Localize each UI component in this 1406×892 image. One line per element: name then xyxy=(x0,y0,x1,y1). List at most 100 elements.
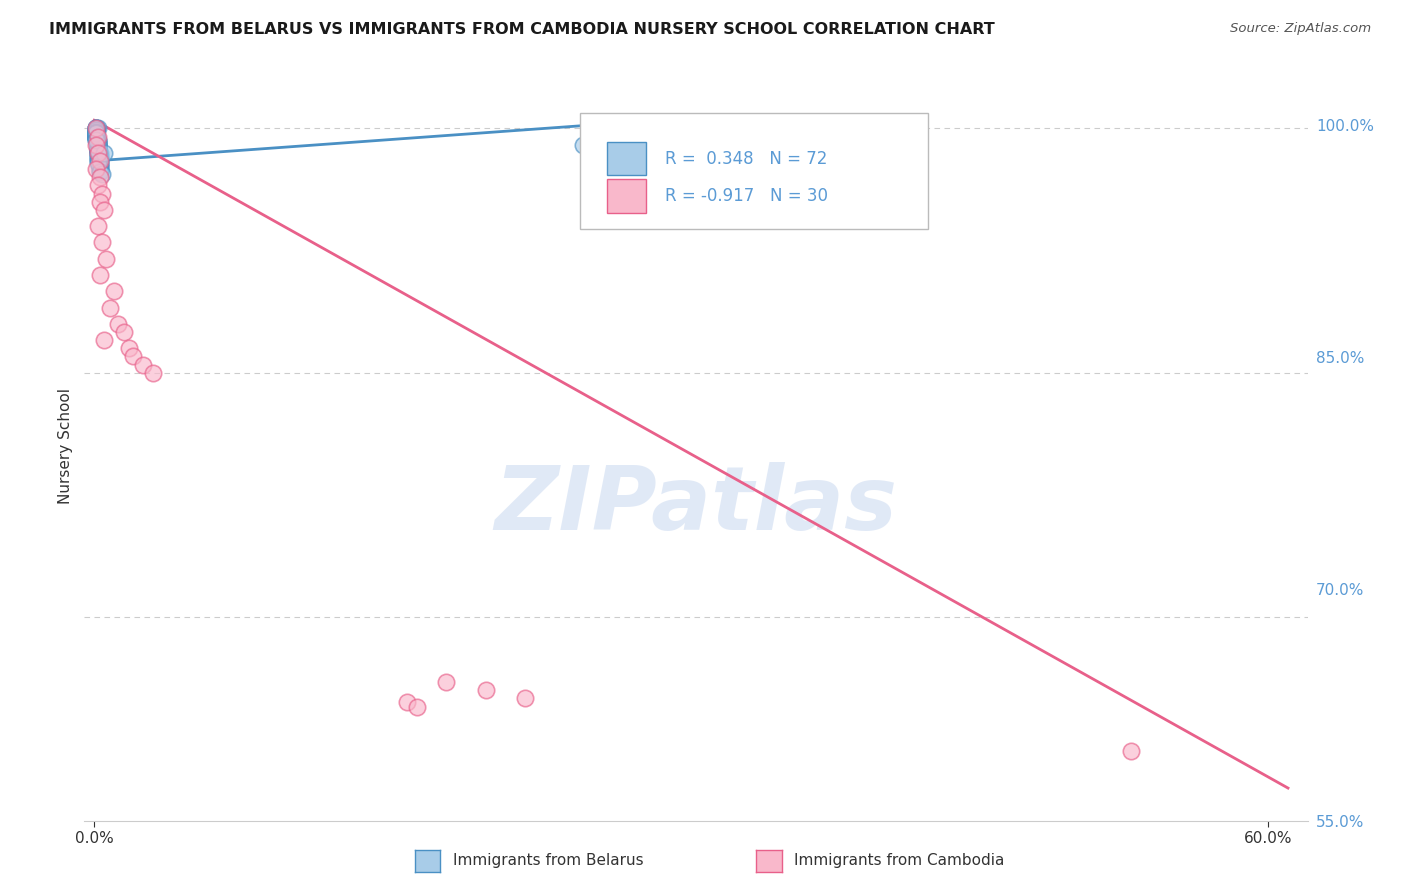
Point xyxy=(87,145,110,160)
Point xyxy=(89,145,111,160)
Point xyxy=(91,167,114,181)
Point xyxy=(87,135,110,149)
Point xyxy=(122,350,145,364)
Point xyxy=(396,695,419,709)
Point xyxy=(89,170,111,185)
Point xyxy=(103,285,125,299)
Point xyxy=(91,186,114,201)
Point xyxy=(87,143,110,157)
Point xyxy=(87,137,110,152)
Point xyxy=(84,129,107,144)
Point xyxy=(84,126,107,140)
FancyBboxPatch shape xyxy=(579,112,928,228)
Point xyxy=(87,143,110,157)
Point xyxy=(84,125,107,139)
Point xyxy=(89,153,111,167)
Point xyxy=(84,133,107,147)
Point xyxy=(112,325,135,339)
Point xyxy=(84,125,107,139)
Point xyxy=(93,333,115,347)
Point xyxy=(84,121,107,136)
Point xyxy=(93,202,115,217)
Point xyxy=(89,268,111,282)
Point xyxy=(84,126,107,140)
Text: Immigrants from Cambodia: Immigrants from Cambodia xyxy=(794,854,1005,868)
Point xyxy=(89,162,111,177)
Text: R =  0.348   N = 72: R = 0.348 N = 72 xyxy=(665,150,828,168)
Point xyxy=(87,153,110,167)
Point xyxy=(107,317,129,331)
Point xyxy=(87,136,110,150)
Text: ZIPatlas: ZIPatlas xyxy=(495,462,897,549)
Text: Source: ZipAtlas.com: Source: ZipAtlas.com xyxy=(1230,22,1371,36)
Point xyxy=(89,165,111,179)
Point xyxy=(474,683,496,698)
Text: R = -0.917   N = 30: R = -0.917 N = 30 xyxy=(665,187,828,205)
Point xyxy=(94,252,117,266)
Point xyxy=(84,129,107,144)
Point xyxy=(84,126,107,140)
Point xyxy=(84,126,107,140)
Point xyxy=(84,123,107,137)
Point xyxy=(87,178,110,193)
Point xyxy=(84,128,107,142)
Point xyxy=(87,121,110,136)
Point xyxy=(84,123,107,137)
Point xyxy=(87,136,110,150)
Point xyxy=(87,151,110,165)
Point xyxy=(142,366,165,380)
Point xyxy=(84,129,107,144)
Text: IMMIGRANTS FROM BELARUS VS IMMIGRANTS FROM CAMBODIA NURSERY SCHOOL CORRELATION C: IMMIGRANTS FROM BELARUS VS IMMIGRANTS FR… xyxy=(49,22,995,37)
Point xyxy=(89,151,111,165)
Point xyxy=(84,123,107,137)
Point xyxy=(87,133,110,147)
Point xyxy=(132,358,155,372)
Point xyxy=(87,143,110,157)
Point xyxy=(91,235,114,250)
Point xyxy=(89,161,111,175)
Point xyxy=(118,341,141,355)
Point xyxy=(87,141,110,155)
Point xyxy=(84,131,107,145)
Point xyxy=(513,691,536,706)
Point xyxy=(84,129,107,144)
Point xyxy=(572,137,595,152)
Point xyxy=(89,163,111,178)
Point xyxy=(87,144,110,158)
Point xyxy=(98,301,121,315)
Text: Immigrants from Belarus: Immigrants from Belarus xyxy=(453,854,644,868)
Point xyxy=(87,141,110,155)
Point xyxy=(436,675,458,690)
Point xyxy=(87,137,110,152)
Point xyxy=(84,121,107,136)
Point xyxy=(84,128,107,142)
Point xyxy=(89,153,111,168)
Point xyxy=(87,149,110,163)
Point xyxy=(84,125,107,139)
Point xyxy=(89,155,111,169)
Point xyxy=(84,121,107,136)
Point xyxy=(84,121,107,136)
Point xyxy=(84,128,107,142)
Point xyxy=(87,145,110,160)
Point xyxy=(87,137,110,152)
FancyBboxPatch shape xyxy=(606,142,645,176)
Point xyxy=(84,131,107,145)
Point xyxy=(89,159,111,173)
Point xyxy=(84,162,107,177)
Point xyxy=(1121,743,1143,757)
Point xyxy=(89,194,111,209)
Point xyxy=(87,147,110,161)
Y-axis label: Nursery School: Nursery School xyxy=(58,388,73,504)
Point xyxy=(93,145,115,160)
Point xyxy=(89,157,111,171)
Point xyxy=(84,137,107,152)
Point xyxy=(84,121,107,136)
Point xyxy=(87,153,110,168)
Point xyxy=(87,144,110,158)
Point xyxy=(87,219,110,233)
Point xyxy=(87,141,110,155)
Point xyxy=(87,155,110,169)
FancyBboxPatch shape xyxy=(606,179,645,213)
Point xyxy=(87,129,110,144)
